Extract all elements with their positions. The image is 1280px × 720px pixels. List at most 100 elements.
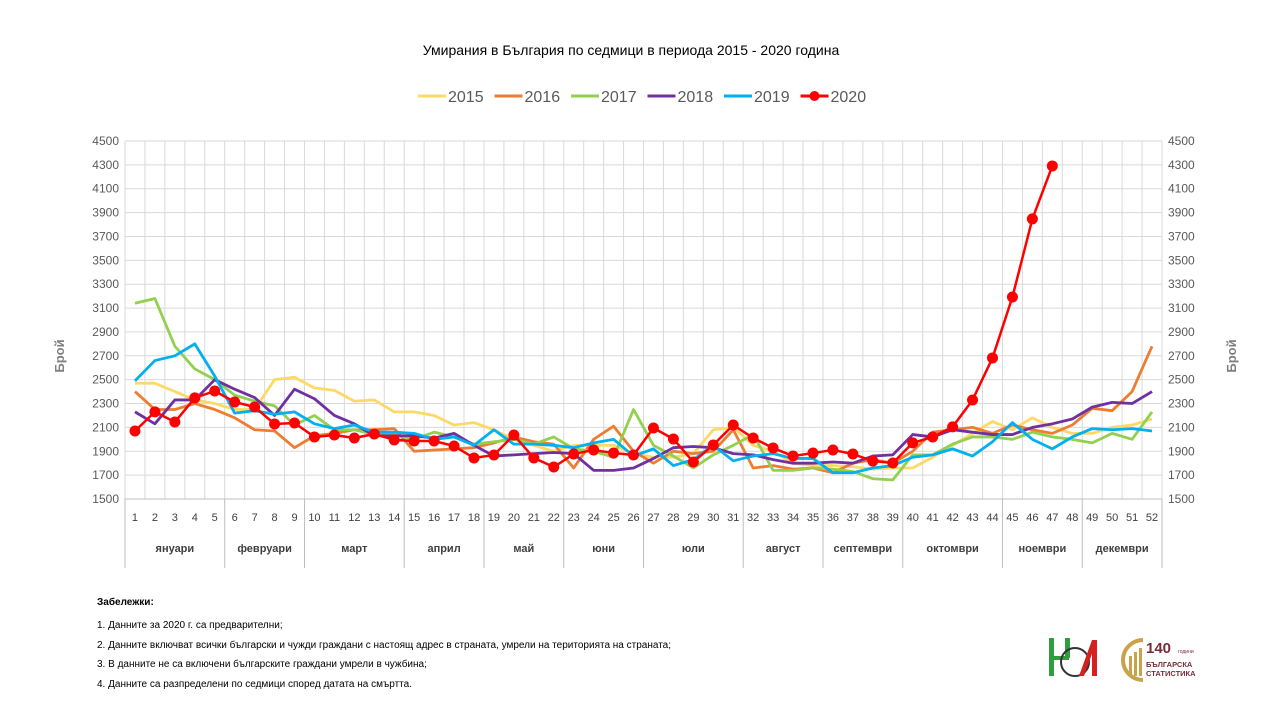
notes: Забележки: 1. Данните за 2020 г. са пред… <box>97 597 671 698</box>
x-tick-label: 25 <box>607 512 619 524</box>
bulgarian-statistics-140-logo: 140 години БЪЛГАРСКА СТАТИСТИКА <box>1121 638 1196 682</box>
x-tick-label: 13 <box>368 512 380 524</box>
x-tick-label: 18 <box>468 512 480 524</box>
y-tick-label: 2700 <box>92 349 119 363</box>
x-tick-label: 33 <box>767 512 779 524</box>
svg-text:140: 140 <box>1146 640 1171 657</box>
y-tick-label-right: 3100 <box>1168 301 1195 315</box>
y-tick-label-right: 2300 <box>1168 397 1195 411</box>
x-tick-label: 14 <box>388 512 400 524</box>
data-point-2020-w14 <box>388 434 400 446</box>
series-line-2017 <box>134 297 1154 482</box>
y-tick-label: 1900 <box>92 444 119 458</box>
series-line-2019 <box>133 342 1153 475</box>
y-axis-label-right: Брой <box>1224 339 1239 372</box>
series-line-2016 <box>134 345 1154 475</box>
data-point-2020-w11 <box>328 429 340 441</box>
x-tick-label: 47 <box>1046 512 1058 524</box>
x-tick-label: 23 <box>568 512 580 524</box>
x-tick-label: 48 <box>1066 512 1078 524</box>
legend-marker-2020 <box>809 91 820 101</box>
data-point-2020-w3 <box>169 416 181 428</box>
data-point-2020-w12 <box>348 432 360 444</box>
x-tick-label: 44 <box>986 512 998 524</box>
x-tick-label: 43 <box>966 512 978 524</box>
x-tick-label: 41 <box>927 512 939 524</box>
month-label: март <box>341 543 368 555</box>
x-tick-label: 5 <box>212 512 218 524</box>
data-point-2020-w47 <box>1046 160 1058 172</box>
note-item: 4. Данните са разпределени по седмици сп… <box>97 678 412 690</box>
x-tick-label: 19 <box>488 512 500 524</box>
data-point-2020-w36 <box>827 444 839 456</box>
data-point-2020-w7 <box>249 401 261 413</box>
y-tick-label-right: 4500 <box>1168 134 1195 148</box>
x-tick-label: 36 <box>827 512 839 524</box>
month-label: октомври <box>926 543 978 555</box>
data-point-2020-w25 <box>608 447 620 459</box>
x-tick-label: 39 <box>887 512 899 524</box>
y-tick-label: 3700 <box>92 229 119 243</box>
y-tick-label: 4300 <box>92 158 119 172</box>
note-item: 3. В данните не са включени българските … <box>97 659 427 670</box>
y-tick-label-right: 1900 <box>1168 444 1195 458</box>
series-line-2018 <box>134 378 1153 472</box>
data-point-2020-w5 <box>209 385 221 397</box>
data-point-2020-w33 <box>767 442 779 454</box>
y-tick-label-right: 1500 <box>1168 492 1195 506</box>
y-tick-label: 1700 <box>92 468 119 482</box>
y-tick-label-right: 2500 <box>1168 373 1195 387</box>
x-tick-label: 22 <box>548 512 560 524</box>
legend-label-2019: 2019 <box>754 89 790 106</box>
legend-label-2020: 2020 <box>831 89 867 106</box>
x-tick-label: 20 <box>508 512 520 524</box>
x-tick-label: 3 <box>172 512 178 524</box>
x-tick-label: 51 <box>1126 512 1138 524</box>
y-tick-label-right: 2100 <box>1168 420 1195 434</box>
y-tick-label: 4100 <box>92 182 119 196</box>
data-point-2020-w34 <box>787 450 799 462</box>
data-point-2020-w19 <box>488 449 500 461</box>
svg-text:СТАТИСТИКА: СТАТИСТИКА <box>1146 669 1196 678</box>
y-tick-label-right: 3500 <box>1168 253 1195 267</box>
month-label: април <box>427 543 460 555</box>
month-label: май <box>513 543 534 555</box>
x-tick-label: 6 <box>232 512 238 524</box>
x-tick-label: 16 <box>428 512 440 524</box>
data-point-2020-w30 <box>707 439 719 451</box>
data-point-2020-w42 <box>947 421 959 433</box>
data-point-2020-w21 <box>528 452 540 464</box>
x-tick-label: 50 <box>1106 512 1118 524</box>
svg-text:години: години <box>1178 649 1194 655</box>
y-tick-label-right: 3300 <box>1168 277 1195 291</box>
data-point-2020-w43 <box>967 394 979 406</box>
y-tick-label-right: 1700 <box>1168 468 1195 482</box>
data-point-2020-w10 <box>308 431 320 443</box>
x-tick-label: 26 <box>627 512 639 524</box>
note-item: 2. Данните включват всички български и ч… <box>97 639 672 651</box>
data-point-2020-w13 <box>368 428 380 440</box>
chart-title: Умирания в България по седмици в периода… <box>423 42 840 58</box>
y-tick-label-right: 2700 <box>1168 349 1195 363</box>
data-point-2020-w35 <box>807 447 819 459</box>
x-tick-label: 40 <box>907 512 919 524</box>
x-tick-label: 46 <box>1026 512 1038 524</box>
x-tick-label: 49 <box>1086 512 1098 524</box>
data-point-2020-w29 <box>687 456 699 468</box>
y-tick-label: 3100 <box>92 301 119 315</box>
y-tick-label: 2900 <box>92 325 119 339</box>
x-tick-label: 42 <box>946 512 958 524</box>
data-point-2020-w44 <box>986 352 998 364</box>
y-tick-label: 3300 <box>92 277 119 291</box>
x-tick-label: 12 <box>348 512 360 524</box>
x-tick-label: 38 <box>867 512 879 524</box>
data-point-2020-w40 <box>907 437 919 449</box>
svg-text:БЪЛГАРСКА: БЪЛГАРСКА <box>1146 660 1193 669</box>
deaths-line-chart: Умирания в България по седмици в периода… <box>52 42 1239 568</box>
x-tick-label: 11 <box>329 512 340 524</box>
note-item: 1. Данните за 2020 г. са предварителни; <box>97 620 283 631</box>
x-tick-label: 2 <box>152 512 158 524</box>
y-tick-label: 2300 <box>92 397 119 411</box>
y-tick-label: 2100 <box>92 420 119 434</box>
y-axis-label: Брой <box>52 339 67 372</box>
